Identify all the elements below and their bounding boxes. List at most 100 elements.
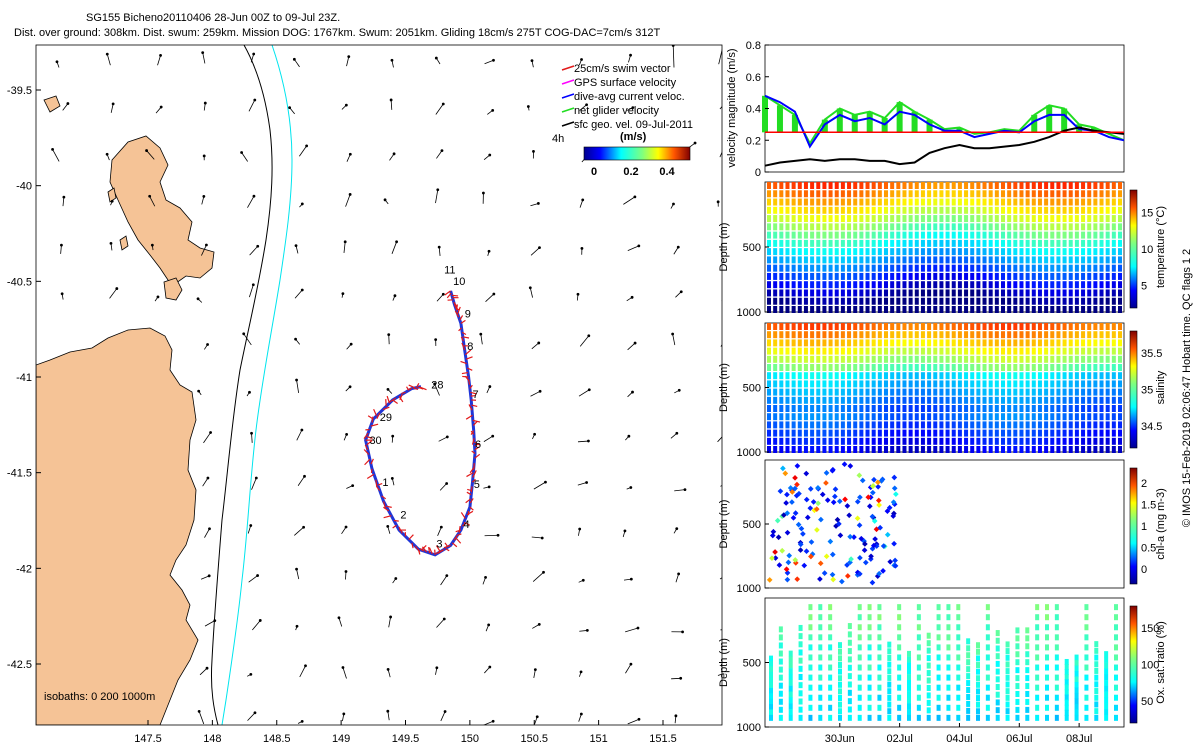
sal-cell [970,364,975,371]
temp-cell [976,306,981,313]
ox-cell [1005,654,1010,661]
temp-cell [1050,206,1055,214]
sal-cell [994,405,999,412]
chl-point [776,562,783,568]
sal-cell [1031,396,1036,404]
temp-cell [797,281,802,289]
chl-point [865,494,872,501]
chl-point [815,485,821,491]
sal-cell [1007,372,1012,380]
temp-cell [976,248,981,256]
sal-cell [834,396,839,404]
sal-cell [1044,396,1049,404]
temp-cell [1093,306,1098,313]
chl-point [857,494,863,501]
temp-cell [785,239,790,247]
chl-point [829,571,836,578]
temp-cell [1068,306,1073,313]
sal-cell [964,421,969,429]
temp-cell [840,248,845,256]
temp-cell [1062,289,1067,297]
temp-cell [1007,182,1012,189]
chl-point [789,499,795,505]
temp-cell [1031,182,1036,189]
temp-cell [1056,215,1061,223]
sal-cell [976,323,981,330]
temp-cell [785,206,790,214]
sal-cell [828,380,833,388]
ox-cell [995,676,1000,683]
temp-cell [1099,231,1104,239]
sal-cell [803,446,808,453]
ox-cell [926,655,931,662]
temp-cell [1025,264,1030,272]
current-vector-head-52 [436,188,440,192]
temp-cell [1007,223,1012,231]
sal-cell [1093,396,1098,404]
temp-cell [828,190,833,198]
sal-cell [927,355,932,363]
sal-cell [1105,380,1110,388]
chl-point [775,534,782,541]
chl-point [887,558,894,565]
swim-vector [469,506,474,511]
ox-cell [808,684,813,691]
temp-cell [1031,306,1036,313]
temp-cell [865,256,870,264]
temp-cell [847,231,852,239]
sal-cell [994,355,999,363]
temp-cell [840,306,845,313]
temp-cell [1050,231,1055,239]
temp-cell [1099,248,1104,256]
ox-cell [788,668,793,675]
temp-cell [779,289,784,297]
temp-cell [1087,297,1092,305]
ox-cell [828,674,833,681]
ox-cell [1035,684,1040,691]
temp-cell [1056,256,1061,264]
temp-cell [964,272,969,280]
sal-cell [859,355,864,363]
temp-cell [834,248,839,256]
sal-cell [797,405,802,412]
temp-cell [988,272,993,280]
ox-cell [769,704,773,711]
ox-cell [1074,654,1079,661]
current-vector-72 [673,246,679,255]
temp-cell [791,289,796,297]
temp-cell [828,256,833,264]
current-vector-head-147 [675,527,679,531]
ox-cell [1064,669,1069,676]
temp-cell [914,239,919,247]
swim-vector [451,542,458,548]
temp-cell [853,256,858,264]
sal-cell [920,339,925,347]
temp-cell [853,239,858,247]
temp-cell [920,231,925,239]
current-vector-3 [202,52,206,64]
temp-cell [933,206,938,214]
isobath-200 [210,45,273,725]
current-vector-69 [530,247,540,256]
sal-cell [877,421,882,429]
sal-cell [840,355,845,363]
sal-cell [767,364,771,371]
ox-cell [1094,667,1099,674]
sal-cell [988,446,993,453]
chl-point [829,467,836,474]
temp-cell [945,289,950,297]
temp-cell [908,223,913,231]
ox-cell [966,693,971,700]
sal-cell [988,339,993,347]
chl-point [847,463,854,469]
temp-cell [822,223,827,231]
sal-cell [1099,355,1104,363]
ox-cell [1074,671,1079,678]
sal-cell [1025,421,1030,429]
ox-cell [916,634,921,641]
temp-cell [1031,281,1036,289]
temp-cell [927,215,932,223]
sal-cell [877,437,882,445]
sal-cell [1081,372,1086,380]
temp-cell [1074,297,1079,305]
